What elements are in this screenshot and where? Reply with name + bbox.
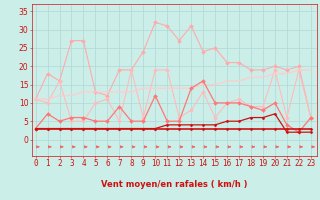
- X-axis label: Vent moyen/en rafales ( km/h ): Vent moyen/en rafales ( km/h ): [101, 180, 248, 189]
